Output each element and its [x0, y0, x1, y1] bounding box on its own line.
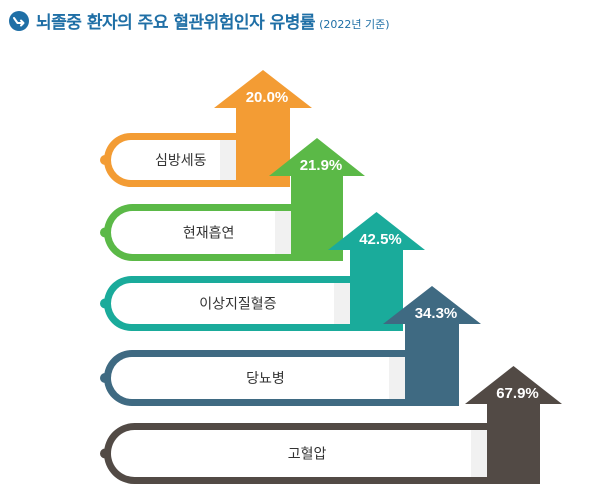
bar-dot [100, 227, 110, 238]
bar-inner [110, 430, 487, 477]
value-label: 21.9% [300, 157, 343, 174]
chart-header: 뇌졸중 환자의 주요 혈관위험인자 유병률 (2022년 기준) [0, 0, 599, 40]
category-label: 이상지질혈증 [199, 297, 276, 313]
bar-inner [111, 211, 291, 254]
value-label: 42.5% [359, 231, 402, 248]
bar-shade [471, 430, 487, 477]
chart-subtitle: (2022년 기준) [319, 18, 390, 31]
bar-shade [220, 140, 236, 180]
value-label: 20.0% [246, 89, 289, 106]
value-label: 34.3% [415, 305, 458, 322]
bar-dot [100, 373, 110, 383]
bar-shade [334, 283, 350, 324]
bar-inner [110, 283, 350, 324]
bar-inner [111, 140, 236, 180]
chart-title: 뇌졸중 환자의 주요 혈관위험인자 유병률 (2022년 기준) [36, 8, 390, 33]
arrow-circle-icon [9, 11, 29, 31]
bar-dot [100, 155, 110, 165]
bar-dot [100, 448, 110, 459]
category-label: 고혈압 [288, 447, 327, 463]
bar-shade [275, 211, 291, 254]
category-label: 당뇨병 [246, 371, 285, 387]
bar-shade [389, 357, 405, 399]
chart-title-main: 뇌졸중 환자의 주요 혈관위험인자 유병률 [36, 13, 316, 33]
category-label: 심방세동 [155, 153, 207, 169]
category-label: 현재흡연 [183, 226, 235, 242]
bar-dot [100, 298, 110, 309]
bar-inner [111, 357, 405, 399]
value-label: 67.9% [496, 385, 539, 402]
